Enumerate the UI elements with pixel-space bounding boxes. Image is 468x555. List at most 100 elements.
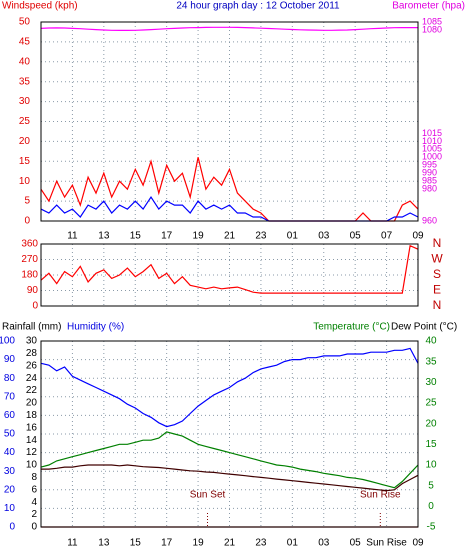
y-tick-label: 0 (24, 216, 30, 227)
y-tick-label: 30 (19, 96, 31, 107)
y-tick-label: 6 (31, 484, 37, 495)
y-tick-label: 10 (26, 460, 38, 471)
y2-tick-label: 1010 (422, 136, 442, 146)
plot-frame (40, 21, 419, 222)
y2-tick-label: 995 (422, 160, 437, 170)
y2-tick-label: E (433, 283, 441, 297)
x-tick-label: 03 (318, 538, 330, 549)
y-tick-label: 35 (19, 76, 31, 87)
barometer-axis-label: Barometer (hpa) (392, 1, 465, 12)
x-tick-label: 19 (193, 538, 205, 549)
plot-frame (40, 340, 419, 528)
y-tick-label: 16 (26, 422, 38, 433)
y3-tick-label: 20 (4, 484, 16, 495)
y2-tick-label: 20 (425, 418, 437, 429)
x-tick-label: 13 (98, 538, 110, 549)
dewpoint-axis-label: Dew Point (°C) (391, 322, 457, 333)
series-line (40, 26, 418, 31)
x-tick-label: 07 (381, 231, 393, 242)
x-tick-label: 05 (350, 538, 362, 549)
y-tick-label: 270 (21, 254, 38, 265)
y3-tick-label: 70 (4, 391, 16, 402)
y3-tick-label: 30 (4, 466, 16, 477)
y-tick-label: 28 (26, 348, 38, 359)
y3-tick-label: 60 (4, 410, 16, 421)
temperature-axis-label: Temperature (°C) (313, 322, 390, 333)
x-tick-label: 15 (130, 538, 142, 549)
y-tick-label: 14 (26, 435, 38, 446)
y2-tick-label: N (433, 236, 442, 250)
y2-tick-label: 0 (428, 501, 434, 512)
x-tick-label: 23 (255, 231, 267, 242)
windspeed-axis-label: Windspeed (kph) (2, 1, 78, 12)
y2-tick-label: 40 (425, 336, 437, 347)
y2-tick-label: W (431, 252, 443, 266)
x-tick-label: 11 (67, 538, 78, 549)
rainfall-axis-label: Rainfall (mm) (2, 322, 61, 333)
y2-tick-label: 985 (422, 176, 437, 186)
x-tick-label: 17 (161, 231, 173, 242)
x-tick-label: 13 (98, 231, 110, 242)
y-tick-label: 24 (26, 373, 38, 384)
x-tick-label: 17 (161, 538, 173, 549)
y-tick-label: 8 (31, 472, 37, 483)
y2-tick-label: 980 (422, 184, 437, 194)
y2-tick-label: 30 (425, 377, 437, 388)
y2-tick-label: 15 (425, 439, 437, 450)
humidity-axis-label: Humidity (%) (67, 322, 124, 333)
y-tick-label: 360 (21, 239, 38, 250)
x-tick-label: 01 (287, 538, 299, 549)
y2-tick-label: 990 (422, 168, 437, 178)
y-tick-label: 40 (19, 56, 31, 67)
y2-tick-label: 1000 (422, 152, 442, 162)
y-tick-label: 4 (31, 497, 37, 508)
y-tick-label: 22 (26, 385, 38, 396)
y2-tick-label: 35 (425, 356, 437, 367)
y-tick-label: 50 (19, 17, 31, 28)
y3-tick-label: 10 (4, 503, 16, 514)
y2-tick-label: 1015 (422, 128, 442, 138)
series-line (40, 347, 419, 428)
x-tick-label: 05 (350, 231, 362, 242)
y3-tick-label: 100 (0, 336, 15, 347)
y-tick-label: 20 (19, 136, 31, 147)
y-tick-label: 0 (31, 522, 37, 533)
x-tick-label: 09 (412, 231, 424, 242)
x-tick-label: 19 (193, 231, 205, 242)
y2-tick-label: -5 (427, 522, 436, 533)
y-tick-label: 15 (19, 156, 31, 167)
y3-tick-label: 0 (9, 522, 15, 533)
y-tick-label: 2 (31, 509, 37, 520)
y2-tick-label: 5 (428, 480, 434, 491)
plot-frame (40, 243, 419, 307)
y2-tick-label: 25 (425, 398, 437, 409)
annotation: Sun Set (190, 490, 226, 501)
x-tick-label: 11 (67, 231, 78, 242)
y2-tick-label: 10 (425, 460, 437, 471)
y-tick-label: 5 (24, 196, 30, 207)
y-tick-label: 45 (19, 37, 31, 48)
series-line (40, 244, 419, 294)
y3-tick-label: 90 (4, 354, 16, 365)
y2-tick-label: N (433, 298, 442, 312)
x-tick-label: 03 (318, 231, 330, 242)
x-tick-label: Sun Rise (366, 538, 407, 549)
y3-tick-label: 80 (4, 373, 16, 384)
y2-tick-label: 960 (422, 215, 437, 225)
y-tick-label: 10 (19, 176, 31, 187)
x-tick-label: 15 (130, 231, 142, 242)
y2-tick-label: S (433, 267, 441, 281)
y-tick-label: 26 (26, 360, 38, 371)
y-tick-label: 0 (32, 301, 38, 312)
y-tick-label: 25 (19, 116, 31, 127)
y2-tick-label: 1085 (422, 16, 442, 26)
annotation: Sun Rise (360, 490, 401, 501)
x-tick-label: 21 (224, 231, 236, 242)
y-tick-label: 90 (27, 285, 39, 296)
y3-tick-label: 50 (4, 429, 16, 440)
series-line (41, 464, 419, 492)
series-line (40, 431, 419, 489)
y2-tick-label: 1080 (422, 24, 442, 34)
x-tick-label: 01 (287, 231, 299, 242)
